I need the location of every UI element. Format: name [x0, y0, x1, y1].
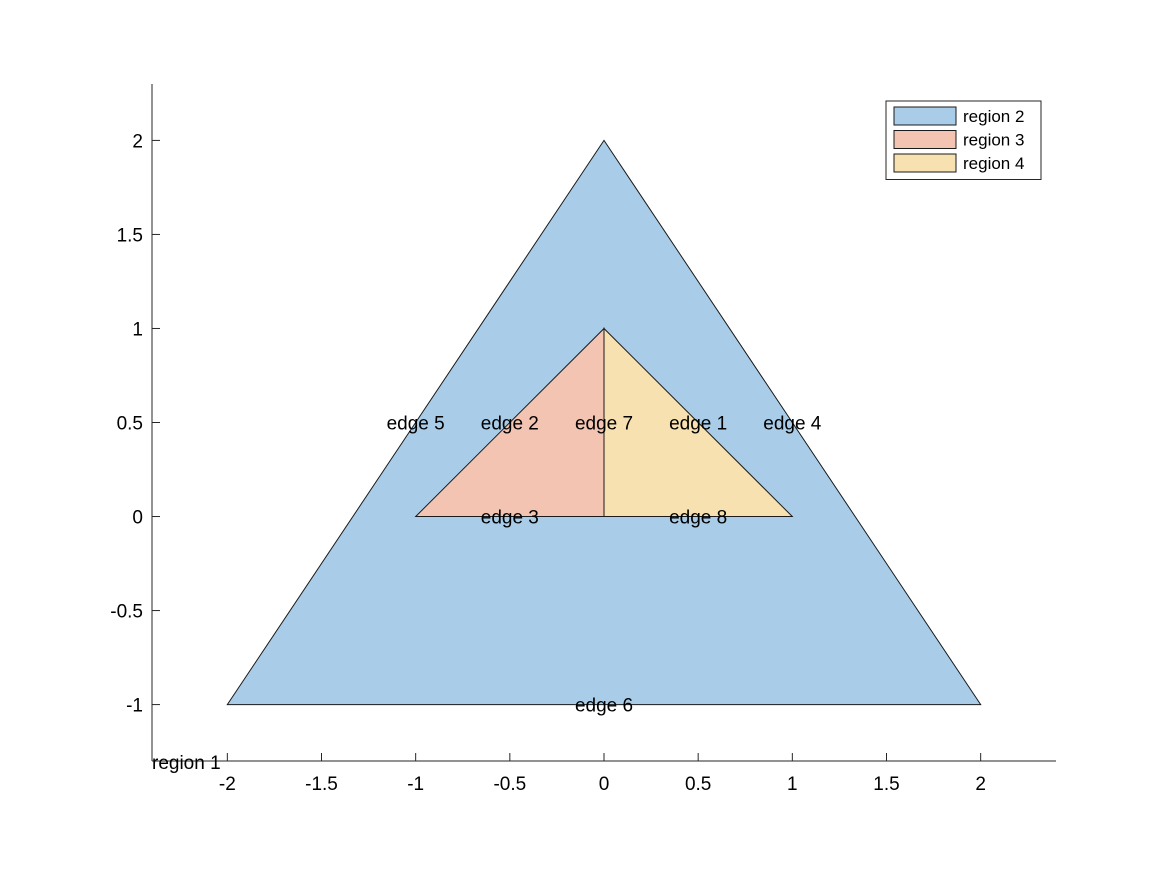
y-tick-label: 1	[132, 319, 143, 340]
y-tick-label: 0	[132, 508, 143, 529]
edge-label: edge 1	[669, 414, 727, 435]
region-4-polygon	[603, 327, 794, 517]
axes: -2 -1.5 -1 -0.5 0 0.5 1 1.5 2 -1 -0.5 0 0.5 1 1.5 2	[110, 84, 1056, 795]
legend-entry-label: region 3	[963, 131, 1024, 150]
legend-swatch	[893, 153, 957, 173]
x-tick-label: -0.5	[493, 774, 526, 795]
x-tick-label: 2	[975, 774, 986, 795]
legend-swatch	[893, 106, 957, 126]
y-tick-label: -1	[126, 696, 143, 717]
x-tick-label: -1	[407, 774, 424, 795]
x-tick-label: -1.5	[305, 774, 338, 795]
edge-label: edge 7	[575, 414, 633, 435]
edge-label: edge 2	[481, 414, 539, 435]
y-tick-label: 2	[132, 131, 143, 152]
x-tick-label: -2	[219, 774, 236, 795]
legend-entry-label: region 4	[963, 154, 1024, 173]
x-tick-label: 1	[787, 774, 798, 795]
region-label: region 1	[152, 753, 221, 774]
legend-entry-label: region 2	[963, 107, 1024, 126]
edge-label: edge 4	[763, 414, 822, 435]
y-tick-label: 1.5	[117, 225, 143, 246]
annotations: edge 1 edge 2 edge 3 edge 4 edge 5 edge 6 edge…	[152, 414, 822, 775]
edge-label: edge 3	[481, 508, 539, 529]
legend: region 2 region 3 region 4	[885, 100, 1042, 180]
y-tick-label: -0.5	[110, 602, 143, 623]
regions-layer	[226, 139, 982, 706]
x-tick-label: 1.5	[873, 774, 899, 795]
edge-label: edge 6	[575, 696, 633, 717]
legend-swatch	[893, 130, 957, 149]
y-tick-label: 0.5	[117, 414, 143, 435]
edge-label: edge 5	[387, 414, 445, 435]
edge-label: edge 8	[669, 508, 727, 529]
x-tick-label: 0	[599, 774, 610, 795]
x-tick-label: 0.5	[685, 774, 711, 795]
